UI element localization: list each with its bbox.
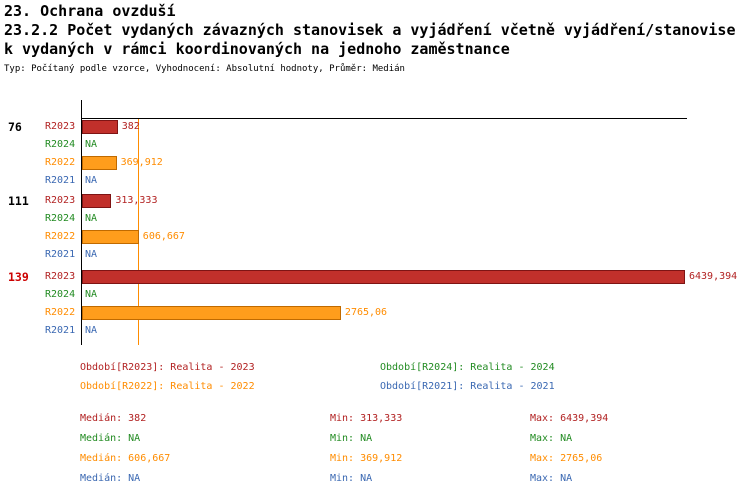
- period-label: R2021: [45, 175, 76, 186]
- stat-median-r2023: Medián: 382: [80, 413, 147, 424]
- na-label: NA: [85, 213, 98, 224]
- na-label: NA: [85, 139, 98, 150]
- bar-row: R2021 NA: [0, 323, 750, 339]
- stat-max-r2021: Max: NA: [530, 473, 573, 484]
- stat-min-r2023: Min: 313,333: [330, 413, 403, 424]
- bar-value-label: 6439,394: [689, 271, 738, 282]
- bar-value-label: 606,667: [142, 231, 185, 242]
- group-label: 139: [8, 270, 29, 284]
- stat-median-r2024: Medián: NA: [80, 433, 141, 444]
- bar: [82, 156, 117, 170]
- period-label: R2024: [45, 213, 76, 224]
- bar-row: R2022 369,912: [0, 155, 750, 171]
- chart-meta: Typ: Počítaný podle vzorce, Vyhodnocení:…: [4, 64, 405, 74]
- legend-item-r2022: Období[R2022]: Realita - 2022: [80, 381, 255, 392]
- legend-item-r2023: Období[R2023]: Realita - 2023: [80, 362, 255, 373]
- bar-value-label: 313,333: [115, 195, 158, 206]
- period-label: R2021: [45, 325, 76, 336]
- stat-max-r2024: Max: NA: [530, 433, 573, 444]
- bar: [82, 270, 685, 284]
- bar-chart: 76 R2023 382 R2024 NA R2022 369,912 R2021 NA 111 R…: [0, 100, 750, 352]
- bar: [82, 120, 118, 134]
- bar: [82, 306, 341, 320]
- period-label: R2024: [45, 289, 76, 300]
- period-label: R2021: [45, 249, 76, 260]
- na-label: NA: [85, 175, 98, 186]
- na-label: NA: [85, 289, 98, 300]
- bar-row: R2024 NA: [0, 211, 750, 227]
- period-label: R2023: [45, 195, 76, 206]
- bar-row: R2021 NA: [0, 173, 750, 189]
- bar-row: R2021 NA: [0, 247, 750, 263]
- bar-rows: 76 R2023 382 R2024 NA R2022 369,912 R2021 NA 111 R…: [0, 119, 750, 347]
- legend: Období[R2023]: Realita - 2023 Období[R20…: [0, 362, 750, 402]
- period-label: R2022: [45, 157, 76, 168]
- na-label: NA: [85, 325, 98, 336]
- stat-max-r2023: Max: 6439,394: [530, 413, 609, 424]
- indicator-title-line1: 23.2.2 Počet vydaných závazných stanovis…: [4, 21, 736, 39]
- legend-item-r2024: Období[R2024]: Realita - 2024: [380, 362, 555, 373]
- bar-row: R2022 606,667: [0, 229, 750, 245]
- stat-median-r2021: Medián: NA: [80, 473, 141, 484]
- bar: [82, 194, 111, 208]
- na-label: NA: [85, 249, 98, 260]
- bar-row: R2024 NA: [0, 287, 750, 303]
- stat-min-r2021: Min: NA: [330, 473, 373, 484]
- bar: [82, 230, 139, 244]
- bar-row: R2024 NA: [0, 137, 750, 153]
- period-label: R2024: [45, 139, 76, 150]
- period-label: R2022: [45, 231, 76, 242]
- period-label: R2022: [45, 307, 76, 318]
- bar-value-label: 382: [121, 121, 140, 132]
- bar-row: R2023 382: [0, 119, 750, 135]
- stat-max-r2022: Max: 2765,06: [530, 453, 603, 464]
- y-axis-line: [81, 100, 82, 345]
- stat-min-r2024: Min: NA: [330, 433, 373, 444]
- group-label: 111: [8, 194, 29, 208]
- period-label: R2023: [45, 121, 76, 132]
- bar-value-label: 2765,06: [344, 307, 388, 318]
- bar-value-label: 369,912: [120, 157, 163, 168]
- period-label: R2023: [45, 271, 76, 282]
- indicator-title-line2: k vydaných v rámci koordinovaných na jed…: [4, 40, 510, 58]
- group-label: 76: [8, 120, 22, 134]
- bar-row: R2022 2765,06: [0, 305, 750, 321]
- stat-median-r2022: Medián: 606,667: [80, 453, 171, 464]
- page-title: 23. Ochrana ovzduší: [4, 2, 176, 20]
- bar-row: R2023 313,333: [0, 193, 750, 209]
- legend-item-r2021: Období[R2021]: Realita - 2021: [380, 381, 555, 392]
- bar-row: R2023 6439,394: [0, 269, 750, 285]
- stats-panel: Medián: 382 Min: 313,333 Max: 6439,394 M…: [0, 413, 750, 498]
- x-axis-line: [81, 118, 687, 119]
- stat-min-r2022: Min: 369,912: [330, 453, 403, 464]
